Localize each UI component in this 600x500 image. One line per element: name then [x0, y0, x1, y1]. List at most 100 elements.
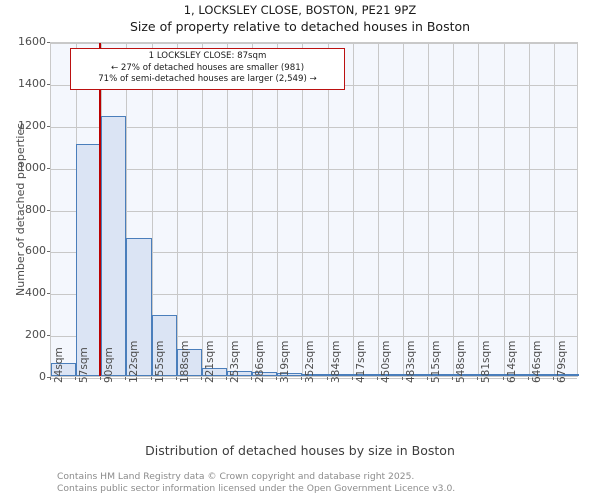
footer-attribution: Contains HM Land Registry data © Crown c…	[57, 471, 597, 494]
y-axis-tick-mark	[47, 42, 50, 43]
x-axis-tick-mark	[326, 377, 328, 380]
histogram-bar	[377, 374, 403, 376]
gridline-horizontal	[51, 336, 577, 338]
x-axis-tick-mark	[150, 377, 152, 380]
x-axis-tick-label: 515sqm	[430, 340, 443, 383]
histogram-bar	[101, 116, 127, 376]
y-axis-tick-mark	[47, 167, 50, 169]
histogram-bar	[428, 374, 454, 376]
gridline-vertical	[302, 43, 304, 376]
annotation-line-smaller: ← 27% of detached houses are smaller (98…	[110, 62, 305, 73]
y-axis-tick-mark	[47, 377, 50, 378]
x-axis-tick-label: 221sqm	[203, 340, 216, 383]
histogram-bar	[403, 374, 429, 376]
y-axis-tick-mark	[47, 251, 50, 253]
property-marker-line	[99, 43, 101, 376]
x-axis-tick-label: 417sqm	[354, 340, 367, 383]
page-title: 1, LOCKSLEY CLOSE, BOSTON, PE21 9PZ	[183, 3, 417, 17]
x-axis-tick-label: 286sqm	[254, 340, 267, 383]
x-axis-tick-label: 24sqm	[53, 347, 65, 383]
y-axis-tick-mark	[47, 209, 50, 211]
x-axis-tick-label: 679sqm	[555, 340, 568, 383]
histogram-bar	[201, 368, 227, 376]
y-axis-tick-label: 1400	[18, 76, 46, 90]
y-axis-tick-label: 200	[25, 328, 46, 342]
plot-area	[50, 42, 579, 379]
x-axis-tick-label: 384sqm	[329, 340, 342, 383]
x-axis-tick-label: 122sqm	[128, 340, 141, 383]
x-axis-tick-label: 155sqm	[153, 340, 166, 383]
gridline-vertical	[151, 43, 153, 376]
x-axis-tick-mark	[527, 377, 529, 380]
gridline-horizontal	[51, 252, 577, 254]
histogram-bar	[553, 374, 579, 376]
x-axis-tick-mark	[200, 377, 202, 380]
gridline-horizontal	[51, 294, 577, 296]
histogram-bar	[352, 374, 378, 376]
gridline-vertical	[277, 43, 279, 376]
histogram-bar	[151, 315, 177, 376]
y-axis-tick-label: 400	[25, 286, 46, 300]
y-axis-tick-label: 600	[25, 244, 46, 258]
x-axis-tick-label: 614sqm	[505, 340, 518, 383]
y-axis-tick-mark	[47, 83, 50, 85]
y-axis-tick-label: 1600	[18, 35, 46, 48]
histogram-bar	[528, 374, 554, 376]
x-axis-tick-mark	[75, 377, 77, 380]
x-axis-tick-mark	[175, 377, 177, 380]
x-axis-tick-mark	[251, 377, 253, 380]
histogram-bar	[252, 372, 278, 376]
x-axis-tick-label: 581sqm	[480, 340, 493, 383]
histogram-bars	[51, 43, 579, 376]
histogram-bar	[176, 348, 202, 376]
y-axis-ticks: 0 200 400 600 800 1000 1200 1400 1600	[0, 0, 50, 500]
x-axis-tick-mark	[351, 377, 353, 380]
gridline-vertical	[377, 43, 379, 376]
gridline-vertical	[227, 43, 228, 376]
x-axis-title: Distribution of detached houses by size …	[145, 443, 455, 458]
y-axis-tick-label: 1000	[18, 160, 46, 174]
gridline-horizontal	[51, 43, 577, 44]
x-axis-tick-mark	[50, 377, 51, 380]
x-axis-tick-label: 450sqm	[379, 340, 392, 383]
gridline-horizontal	[51, 210, 577, 212]
x-axis-tick-mark	[100, 377, 102, 380]
chart-subtitle: Size of property relative to detached ho…	[129, 19, 471, 34]
x-axis-tick-label: 253sqm	[229, 340, 241, 383]
x-axis-tick-mark	[402, 377, 403, 380]
gridline-vertical	[352, 43, 354, 376]
x-axis-tick-mark	[477, 377, 479, 380]
gridline-vertical	[252, 43, 254, 376]
x-axis-tick-mark	[125, 377, 127, 380]
gridline-vertical	[176, 43, 178, 376]
chart-title-block: 1, LOCKSLEY CLOSE, BOSTON, PE21 9PZ Size…	[0, 2, 600, 36]
gridline-vertical	[503, 43, 505, 376]
x-axis-tick-label: 57sqm	[78, 347, 91, 383]
y-axis-tick-label: 800	[25, 202, 46, 216]
gridline-vertical	[528, 43, 530, 376]
y-axis-tick-mark	[47, 293, 50, 295]
gridline-horizontal	[51, 126, 577, 128]
y-axis-tick-mark	[47, 335, 50, 337]
x-axis-tick-mark	[276, 377, 278, 380]
histogram-bar	[126, 237, 152, 376]
y-axis-title: Number of detached properties	[14, 123, 27, 296]
gridline-vertical	[403, 43, 404, 376]
x-axis-tick-label: 646sqm	[530, 340, 543, 383]
histogram-bar	[327, 374, 353, 376]
footer-line-2: Contains public sector information licen…	[57, 482, 456, 494]
y-axis-tick-label: 1200	[18, 118, 46, 132]
annotation-line-larger: 71% of semi-detached houses are larger (…	[98, 74, 317, 84]
footer-line-1: Contains HM Land Registry data © Crown c…	[57, 471, 415, 482]
histogram-bar	[277, 373, 303, 376]
gridline-vertical	[553, 43, 555, 376]
gridline-vertical	[327, 43, 329, 376]
annotation-line-size: 1 LOCKSLEY CLOSE: 87sqm	[148, 51, 267, 61]
histogram-bar	[503, 374, 529, 376]
gridline-vertical	[453, 43, 455, 376]
x-axis-tick-label: 188sqm	[178, 340, 191, 383]
x-axis-tick-mark	[301, 377, 303, 380]
x-axis-tick-mark	[552, 377, 554, 380]
histogram-bar	[302, 374, 328, 376]
